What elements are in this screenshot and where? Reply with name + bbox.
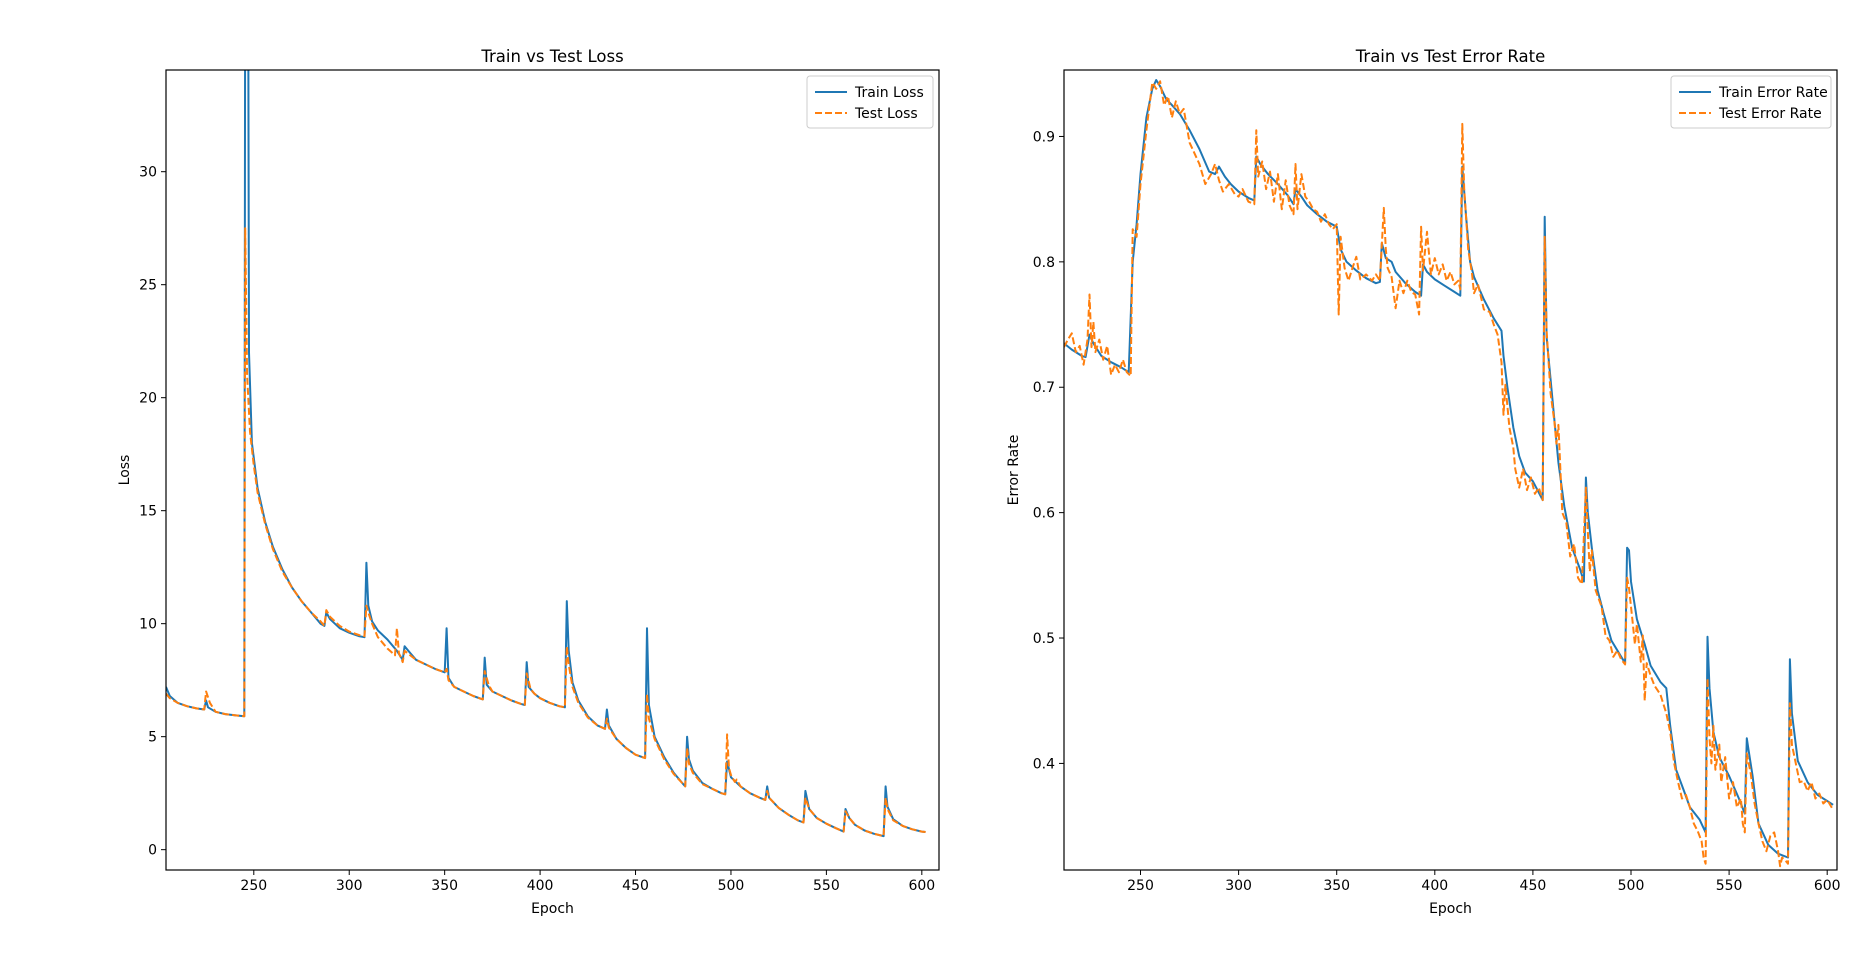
loss-x-axis-label: Epoch <box>531 901 574 917</box>
error-rate-y-axis-label: Error Rate <box>1006 435 1022 506</box>
error-rate-legend-label: Train Error Rate <box>1718 85 1828 101</box>
error-rate-x-tick-label: 300 <box>1225 878 1252 894</box>
loss-y-tick-label: 30 <box>139 165 157 181</box>
error-rate-axes-frame <box>1063 69 1838 871</box>
loss-x-tick-label: 450 <box>622 878 649 894</box>
error-rate-y-tick-label: 0.6 <box>1033 506 1055 522</box>
loss-legend: Train Loss Test Loss <box>806 75 934 129</box>
loss-legend-label: Train Loss <box>854 85 924 101</box>
error-rate-legend-box <box>1670 75 1832 129</box>
loss-x-tick-label: 500 <box>718 878 745 894</box>
loss-x-tick-label: 300 <box>336 878 363 894</box>
loss-chart-title: Train vs Test Loss <box>480 47 623 66</box>
loss-x-tick-label: 400 <box>527 878 554 894</box>
loss-chart: 250 300 350 400 450 500 550 600 0 5 10 15 20 25 30 Trai… <box>117 47 940 917</box>
loss-y-tick-label: 25 <box>139 278 157 294</box>
error-rate-x-axis-label: Epoch <box>1429 901 1472 917</box>
error-rate-x-tick-label: 450 <box>1520 878 1547 894</box>
error-rate-chart-title: Train vs Test Error Rate <box>1355 47 1545 66</box>
error-rate-legend: Train Error Rate Test Error Rate <box>1670 75 1832 129</box>
loss-y-tick-label: 0 <box>148 843 157 859</box>
loss-y-tick-label: 15 <box>139 504 157 520</box>
loss-y-tick-label: 20 <box>139 391 157 407</box>
loss-x-tick-label: 600 <box>908 878 935 894</box>
loss-y-axis-label: Loss <box>117 455 133 486</box>
loss-x-tick-label: 250 <box>240 878 267 894</box>
error-rate-x-tick-label: 600 <box>1814 878 1841 894</box>
error-rate-x-tick-label: 500 <box>1618 878 1645 894</box>
error-rate-y-tick-label: 0.7 <box>1033 380 1055 396</box>
error-rate-x-tick-label: 250 <box>1127 878 1154 894</box>
error-rate-y-tick-label: 0.4 <box>1033 756 1055 772</box>
loss-axes-frame <box>165 69 940 871</box>
error-rate-legend-label: Test Error Rate <box>1718 106 1822 122</box>
error-rate-y-tick-label: 0.5 <box>1033 631 1055 647</box>
loss-x-tick-label: 550 <box>813 878 840 894</box>
error-rate-x-tick-label: 550 <box>1716 878 1743 894</box>
error-rate-series-line-test-error-rate <box>1064 80 1834 868</box>
error-rate-x-tick-label: 350 <box>1323 878 1350 894</box>
loss-series-line-test-loss <box>166 227 926 838</box>
error-rate-y-tick-label: 0.8 <box>1033 255 1055 271</box>
error-rate-chart: 250 300 350 400 450 500 550 600 0.4 0.5 0.6 0.7 0.8 0… <box>1006 47 1841 917</box>
error-rate-x-tick-label: 400 <box>1421 878 1448 894</box>
loss-y-tick-label: 10 <box>139 617 157 633</box>
loss-legend-label: Test Loss <box>854 106 918 122</box>
loss-y-tick-label: 5 <box>148 730 157 746</box>
loss-x-tick-label: 350 <box>431 878 458 894</box>
error-rate-y-tick-label: 0.9 <box>1033 129 1055 145</box>
loss-legend-box <box>806 75 934 129</box>
